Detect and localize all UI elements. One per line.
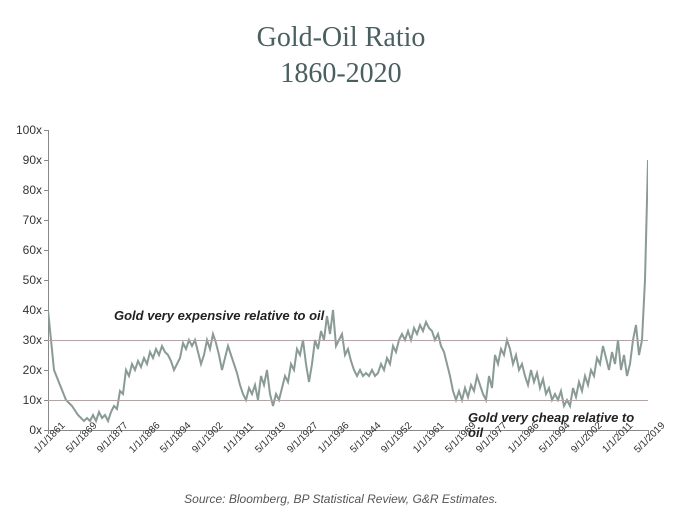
chart-annotation: Gold very expensive relative to oil xyxy=(114,308,324,323)
x-tick-mark xyxy=(459,430,460,434)
y-tick-label: 80x xyxy=(23,183,42,197)
y-tick-label: 100x xyxy=(16,123,42,137)
y-tick-mark xyxy=(44,310,48,311)
title-line-1: Gold-Oil Ratio xyxy=(0,20,682,56)
x-tick-mark xyxy=(301,430,302,434)
y-tick-mark xyxy=(44,130,48,131)
reference-line xyxy=(48,400,648,401)
y-tick-mark xyxy=(44,160,48,161)
y-tick-mark xyxy=(44,190,48,191)
line-series xyxy=(48,130,648,430)
y-tick-label: 70x xyxy=(23,213,42,227)
y-tick-label: 50x xyxy=(23,273,42,287)
x-tick-mark xyxy=(395,430,396,434)
x-tick-mark xyxy=(48,430,49,434)
y-tick-mark xyxy=(44,220,48,221)
x-tick-mark xyxy=(648,430,649,434)
y-tick-mark xyxy=(44,370,48,371)
x-tick-mark xyxy=(427,430,428,434)
y-tick-label: 0x xyxy=(29,423,42,437)
y-tick-label: 40x xyxy=(23,303,42,317)
x-tick-mark xyxy=(237,430,238,434)
y-tick-mark xyxy=(44,280,48,281)
source-text: Source: Bloomberg, BP Statistical Review… xyxy=(0,492,682,506)
x-tick-mark xyxy=(332,430,333,434)
x-tick-mark xyxy=(206,430,207,434)
y-tick-label: 20x xyxy=(23,363,42,377)
x-tick-mark xyxy=(80,430,81,434)
y-tick-label: 60x xyxy=(23,243,42,257)
x-tick-mark xyxy=(143,430,144,434)
y-tick-mark xyxy=(44,250,48,251)
y-tick-label: 30x xyxy=(23,333,42,347)
x-tick-mark xyxy=(269,430,270,434)
chart-plot-area: 0x10x20x30x40x50x60x70x80x90x100x1/1/186… xyxy=(48,130,648,430)
title-line-2: 1860-2020 xyxy=(0,56,682,92)
y-tick-label: 90x xyxy=(23,153,42,167)
reference-line xyxy=(48,340,648,341)
x-tick-mark xyxy=(364,430,365,434)
chart-title: Gold-Oil Ratio 1860-2020 xyxy=(0,0,682,93)
y-tick-label: 10x xyxy=(23,393,42,407)
x-tick-mark xyxy=(111,430,112,434)
chart-annotation: Gold very cheap relative to oil xyxy=(468,410,648,440)
x-tick-mark xyxy=(174,430,175,434)
